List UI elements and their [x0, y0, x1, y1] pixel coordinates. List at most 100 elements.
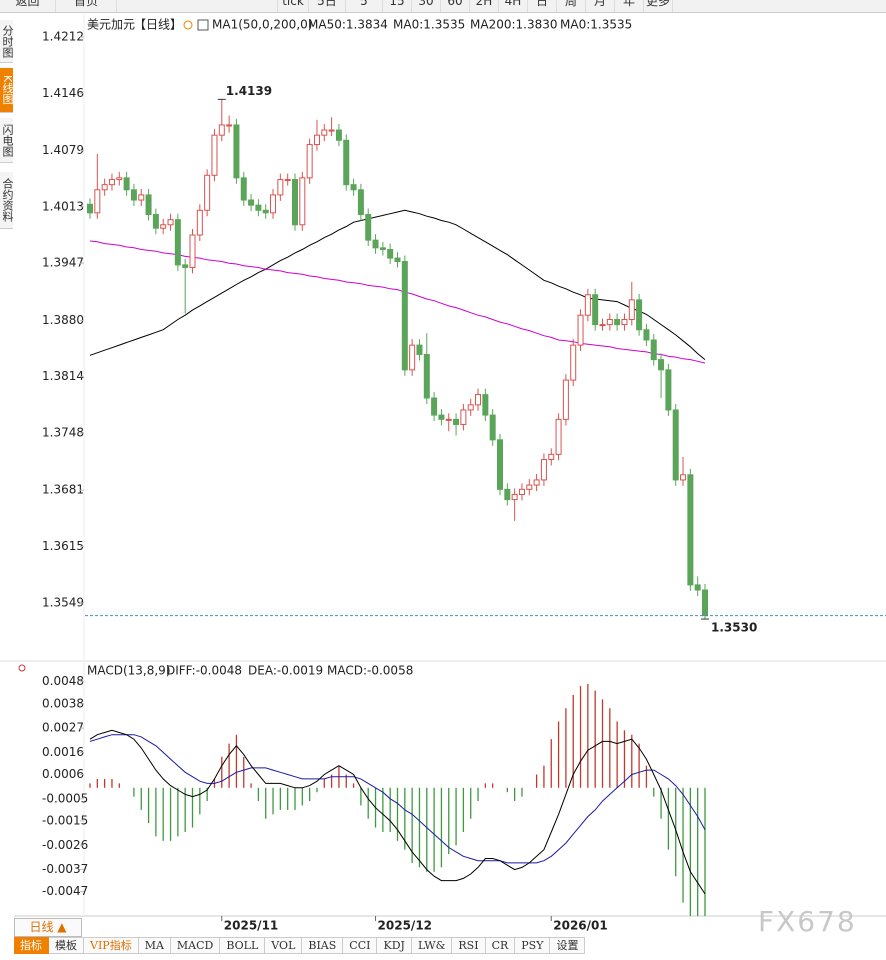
y-tick-label: -0.0015 — [42, 813, 88, 827]
candle-body — [518, 488, 525, 495]
indicator-tab[interactable]: MA — [138, 937, 171, 954]
candle-body — [152, 214, 159, 229]
indicator-tab[interactable]: 指标 — [14, 937, 49, 954]
candle-body — [138, 194, 145, 201]
toolbar-button[interactable]: 更多 — [644, 0, 673, 12]
chart-title: 美元加元 — [87, 18, 135, 32]
candle-body — [226, 124, 233, 127]
candle-body — [665, 369, 672, 411]
candle-body — [335, 129, 342, 141]
indicator-tab[interactable]: BIAS — [302, 937, 344, 954]
y-tick-label: 1.3814 — [42, 369, 84, 383]
toolbar-button[interactable]: 周 — [557, 0, 586, 12]
candle-body — [218, 124, 225, 136]
y-tick-label: -0.0047 — [42, 884, 88, 898]
indicator-tab[interactable]: PSY — [515, 937, 551, 954]
legend-item: MA200:1.3830 — [470, 18, 558, 32]
candle-body — [306, 144, 313, 179]
x-tick-label: 2026/01 — [553, 919, 607, 933]
candle-body — [467, 404, 474, 411]
settings-icon[interactable] — [18, 664, 26, 672]
toolbar-button[interactable]: 月 — [586, 0, 615, 12]
candle-body — [145, 194, 152, 216]
y-tick-label: -0.0005 — [42, 791, 88, 805]
indicator-label: MA1(50,0,200,0) — [212, 18, 312, 32]
sidebar-tab[interactable]: 合约资料 — [0, 172, 14, 229]
candle-body — [167, 219, 174, 226]
indicator-tab[interactable]: 模板 — [49, 937, 84, 954]
toolbar-button[interactable]: 返回 — [0, 0, 56, 12]
indicator-tab[interactable]: RSI — [452, 937, 486, 954]
candle-body — [445, 418, 452, 421]
candle-body — [196, 209, 203, 236]
toolbar-button[interactable]: 首页 — [56, 0, 117, 12]
candle-body — [313, 134, 320, 146]
y-tick-label: 1.3681 — [42, 483, 84, 497]
y-tick-label: 0.0048 — [42, 674, 84, 688]
y-tick-label: 1.3947 — [42, 256, 84, 270]
indicator-tab[interactable]: CCI — [343, 937, 378, 954]
candle-body — [636, 299, 643, 331]
toolbar-button[interactable]: 60 — [441, 0, 470, 12]
candle-body — [650, 339, 657, 361]
candle-body — [672, 409, 679, 481]
indicator-tab[interactable]: VOL — [265, 937, 303, 954]
indicator-tab[interactable]: LW& — [411, 937, 453, 954]
candle-body — [270, 194, 277, 214]
candle-body — [504, 488, 511, 501]
legend-item: MA0:1.3535 — [560, 18, 632, 32]
indicator-tab[interactable]: CR — [485, 937, 516, 954]
candle-body — [453, 418, 460, 425]
indicator-tab[interactable]: KDJ — [377, 937, 412, 954]
y-tick-label: -0.0037 — [42, 862, 88, 876]
candle-body — [101, 184, 108, 191]
candle-body — [526, 484, 533, 490]
candle-body — [548, 453, 555, 460]
indicator-icon[interactable] — [197, 19, 209, 31]
candle-body — [540, 458, 547, 481]
toolbar-button[interactable]: 30 — [412, 0, 441, 12]
toolbar-button[interactable]: 2H — [470, 0, 499, 12]
indicator-tab[interactable]: MACD — [170, 937, 221, 954]
candle-body — [592, 294, 599, 326]
indicator-tab[interactable]: 设置 — [550, 937, 586, 954]
sidebar-tab[interactable]: K线图 — [0, 68, 14, 113]
add-icon[interactable] — [183, 20, 193, 30]
candle-body — [680, 474, 687, 481]
toolbar-button[interactable]: 15 — [383, 0, 412, 12]
indicator-tab[interactable]: VIP指标 — [84, 937, 139, 954]
y-tick-label: 1.3748 — [42, 426, 84, 440]
candle-body — [299, 177, 306, 226]
candle-body — [189, 234, 196, 268]
candle-body — [599, 324, 606, 327]
candle-body — [328, 129, 335, 132]
toolbar-button[interactable]: 4H — [499, 0, 528, 12]
candle-body — [555, 418, 562, 455]
toolbar-button[interactable]: tick — [278, 0, 309, 12]
candle-body — [687, 474, 694, 586]
indicator-tab[interactable]: BOLL — [220, 937, 266, 954]
y-tick-label: 0.0016 — [42, 745, 84, 759]
candle-body — [394, 257, 401, 262]
candle-body — [87, 203, 93, 214]
toolbar-button[interactable]: 5 — [346, 0, 383, 12]
candle-body — [614, 319, 621, 326]
candle-body — [497, 439, 503, 490]
candle-body — [511, 493, 518, 501]
toolbar-button[interactable]: 日 — [528, 0, 557, 12]
toolbar-button[interactable]: 年 — [615, 0, 644, 12]
legend-item: DIFF:-0.0048 — [166, 664, 242, 678]
candle-body — [182, 264, 189, 268]
candle-body — [533, 479, 540, 486]
sidebar-tab[interactable]: 闪电图 — [0, 118, 14, 163]
y-tick-label: -0.0026 — [42, 838, 88, 852]
candle-body — [694, 584, 701, 591]
toolbar-button[interactable]: 5日 — [309, 0, 346, 12]
candle-body — [489, 414, 496, 441]
candle-body — [284, 179, 291, 182]
sidebar-tab[interactable]: 分时图 — [0, 20, 14, 63]
period-button[interactable]: 日线 ▲ — [14, 918, 82, 937]
indicator-tabs: 指标 模板 VIP指标 MA MACD BOLL VOL BIAS CCI KDJ LW& RSI CR… — [14, 937, 586, 954]
